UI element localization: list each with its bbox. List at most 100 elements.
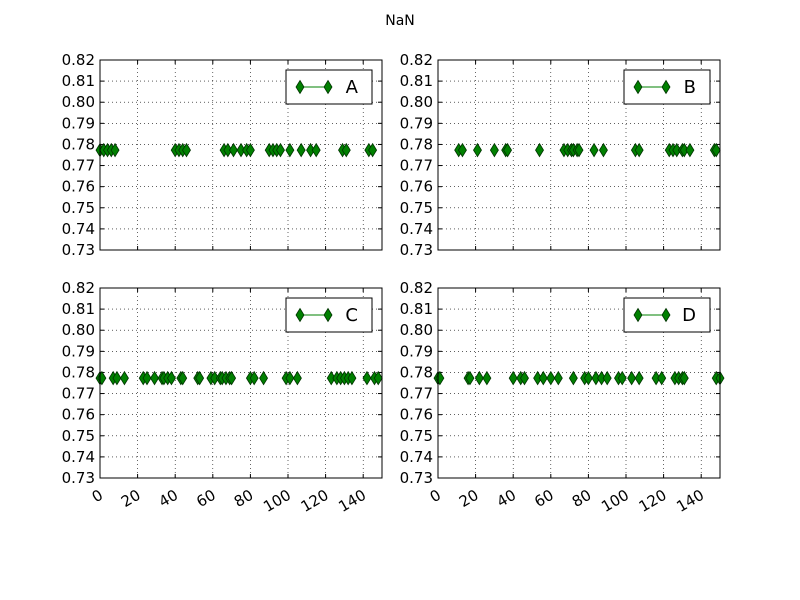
y-tick-label: 0.79 (400, 114, 433, 132)
data-point (553, 370, 563, 386)
data-point (166, 370, 176, 386)
subplot-top-right: 0.73 0.74 0.75 0.76 0.77 0.78 0.79 0.80 0.81 0.82… (400, 51, 721, 259)
data-point (259, 370, 269, 386)
y-tick-label: 0.76 (400, 406, 433, 424)
data-point (679, 370, 689, 386)
data-point (178, 370, 188, 386)
y-tick-label: 0.74 (400, 448, 433, 466)
data-point (195, 370, 205, 386)
data-point (602, 370, 612, 386)
data-point (296, 142, 306, 158)
legend: C (285, 297, 373, 333)
y-tick-label: 0.79 (400, 342, 433, 360)
y-tick-label: 0.81 (62, 300, 95, 318)
data-point (574, 142, 584, 158)
y-tick-label: 0.78 (62, 135, 95, 153)
data-point (503, 142, 513, 158)
data-point (373, 370, 383, 386)
y-tick-label: 0.82 (400, 51, 433, 69)
legend-label: B (684, 77, 696, 98)
y-tick-label: 0.77 (400, 157, 433, 175)
data-point (245, 142, 255, 158)
data-point (341, 142, 351, 158)
data-point (589, 142, 599, 158)
data-point (457, 142, 467, 158)
data-point (150, 370, 159, 386)
y-tick-label: 0.74 (62, 448, 95, 466)
legend-marker (295, 307, 305, 323)
data-point (583, 370, 593, 386)
axes-frame (99, 287, 383, 479)
axes-frame (437, 59, 721, 251)
legend: B (623, 69, 711, 105)
y-tick-label: 0.82 (62, 51, 95, 69)
data-point (568, 370, 578, 386)
y-tick-label: 0.73 (62, 469, 95, 487)
y-tick-label: 0.77 (400, 385, 433, 403)
y-tick-label: 0.78 (62, 363, 95, 381)
legend-marker (295, 79, 305, 95)
y-tick-label: 0.73 (400, 469, 433, 487)
data-point (634, 142, 644, 158)
y-tick-label: 0.73 (400, 241, 433, 259)
data-point (229, 142, 238, 158)
data-point (627, 370, 637, 386)
y-tick-label: 0.80 (400, 321, 433, 339)
y-tick-label: 0.81 (400, 72, 433, 90)
figure-title: NaN (385, 13, 415, 29)
data-point (465, 370, 475, 386)
legend-marker (633, 307, 643, 323)
y-tick-label: 0.82 (400, 279, 433, 297)
y-tick-label: 0.76 (400, 178, 433, 196)
data-point (311, 142, 321, 158)
subplot-bottom-left: 0.73 0.74 0.75 0.76 0.77 0.78 0.79 0.80 0.81 0.82… (62, 279, 383, 516)
data-point (362, 370, 372, 386)
y-tick-label: 0.81 (400, 300, 433, 318)
y-tick-label: 0.74 (400, 220, 433, 238)
data-point (285, 370, 295, 386)
y-tick-label: 0.80 (400, 93, 433, 111)
y-tick-label: 0.76 (62, 178, 95, 196)
data-point (347, 370, 357, 386)
data-point (685, 142, 695, 158)
subplots-grid: 0.73 0.74 0.75 0.76 0.77 0.78 0.79 0.80 0.81 0.82… (62, 51, 725, 516)
data-point (110, 142, 120, 158)
y-tick-label: 0.77 (62, 157, 95, 175)
y-tick-label: 0.79 (62, 114, 95, 132)
data-point (617, 370, 627, 386)
subplot-bottom-right: 0.73 0.74 0.75 0.76 0.77 0.78 0.79 0.80 0.81 0.82… (400, 279, 725, 516)
data-point (489, 142, 499, 158)
legend: D (623, 297, 711, 333)
y-tick-label: 0.77 (62, 385, 95, 403)
legend-label: C (345, 305, 358, 326)
data-point (276, 142, 285, 158)
y-tick-label: 0.79 (62, 342, 95, 360)
legend-label: D (682, 305, 696, 326)
data-point (546, 370, 556, 386)
data-point (711, 142, 721, 158)
data-point (292, 370, 302, 386)
legend-marker (661, 79, 671, 95)
data-point (634, 370, 644, 386)
legend-marker (323, 307, 333, 323)
y-tick-label: 0.75 (400, 199, 433, 217)
legend-marker (661, 307, 671, 323)
y-tick-label: 0.75 (62, 427, 95, 445)
axes-frame (437, 287, 721, 479)
y-tick-label: 0.82 (62, 279, 95, 297)
y-tick-label: 0.78 (400, 363, 433, 381)
data-point (657, 370, 667, 386)
y-tick-label: 0.80 (62, 321, 95, 339)
y-tick-label: 0.74 (62, 220, 95, 238)
data-point (368, 142, 378, 158)
data-point (482, 370, 492, 386)
y-tick-label: 0.75 (400, 427, 433, 445)
data-point (520, 370, 529, 386)
data-point (285, 142, 295, 158)
data-point (535, 142, 544, 158)
data-point (182, 142, 191, 158)
y-tick-label: 0.73 (62, 241, 95, 259)
y-tick-label: 0.81 (62, 72, 95, 90)
y-tick-label: 0.76 (62, 406, 95, 424)
